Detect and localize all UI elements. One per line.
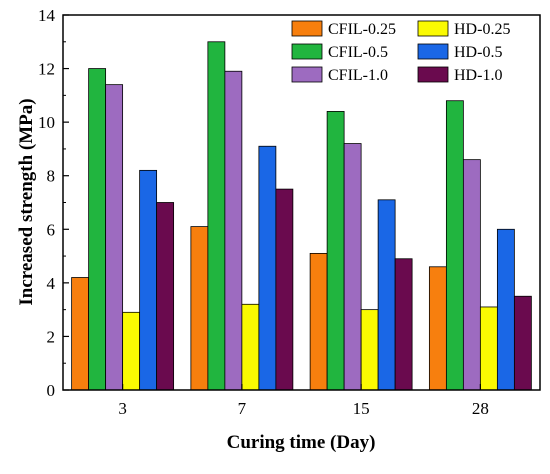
bar-hd-1-0-day-15	[394, 258, 413, 391]
bar-cfil-0-25-day-7	[190, 226, 209, 391]
legend-label-hd-0-25: HD-0.25	[454, 21, 510, 38]
y-tick-label: 2	[47, 327, 56, 346]
legend-swatch-hd-0-5	[417, 43, 449, 60]
bar-cfil-1-0-day-28	[462, 159, 481, 391]
bar-cfil-1-0-day-7	[224, 70, 243, 391]
legend-swatch-hd-0-25	[417, 20, 449, 37]
legend-swatch-hd-1-0	[417, 66, 449, 83]
x-tick-label: 15	[353, 399, 370, 418]
bar-cfil-1-0-day-3	[105, 84, 124, 391]
legend-swatch-cfil-1-0	[291, 66, 323, 83]
bar-cfil-0-5-day-3	[88, 68, 107, 391]
bar-cfil-0-5-day-15	[326, 111, 345, 391]
axes-layer: 0 2 4 6 8 10 12 14 3 7 15 28	[38, 6, 489, 418]
bar-cfil-0-25-day-3	[71, 277, 90, 391]
bars-layer	[71, 41, 532, 391]
legend-swatch-cfil-0-25	[291, 20, 323, 37]
legend: CFIL-0.25 CFIL-0.5 CFIL-1.0 HD-0.25 HD-0.5 HD…	[291, 20, 510, 84]
bar-hd-0-5-day-7	[258, 145, 277, 391]
bar-hd-1-0-day-3	[156, 202, 175, 391]
bar-hd-1-0-day-28	[513, 295, 532, 391]
x-tick-label: 3	[118, 399, 127, 418]
bar-cfil-0-25-day-15	[309, 252, 328, 391]
bar-hd-0-25-day-3	[122, 311, 141, 391]
x-tick-label: 7	[238, 399, 247, 418]
bar-hd-0-25-day-15	[360, 309, 379, 391]
y-tick-label: 12	[38, 60, 55, 79]
bar-hd-0-25-day-28	[479, 306, 498, 391]
bar-cfil-0-25-day-28	[428, 266, 447, 391]
legend-label-hd-0-5: HD-0.5	[454, 44, 502, 61]
bar-hd-0-5-day-15	[377, 199, 396, 391]
bar-hd-0-5-day-28	[496, 228, 515, 391]
bar-hd-1-0-day-7	[275, 188, 294, 391]
y-tick-label: 14	[38, 6, 56, 25]
legend-label-cfil-1-0: CFIL-1.0	[328, 67, 388, 84]
y-tick-label: 10	[38, 113, 55, 132]
y-axis-title: Increased strength (MPa)	[16, 98, 37, 305]
legend-label-cfil-0-5: CFIL-0.5	[328, 44, 388, 61]
y-tick-label: 8	[47, 167, 56, 186]
bar-cfil-0-5-day-28	[445, 100, 464, 391]
bar-hd-0-25-day-7	[241, 303, 260, 391]
y-tick-label: 0	[47, 381, 56, 400]
legend-label-cfil-0-25: CFIL-0.25	[328, 21, 396, 38]
y-tick-label: 6	[47, 220, 56, 239]
x-axis-title: Curing time (Day)	[227, 432, 376, 453]
y-tick-label: 4	[47, 274, 56, 293]
bar-cfil-0-5-day-7	[207, 41, 226, 391]
legend-label-hd-1-0: HD-1.0	[454, 67, 502, 84]
legend-swatch-cfil-0-5	[291, 43, 323, 60]
bar-hd-0-5-day-3	[139, 169, 158, 391]
bar-cfil-1-0-day-15	[343, 143, 362, 391]
x-tick-label: 28	[472, 399, 489, 418]
